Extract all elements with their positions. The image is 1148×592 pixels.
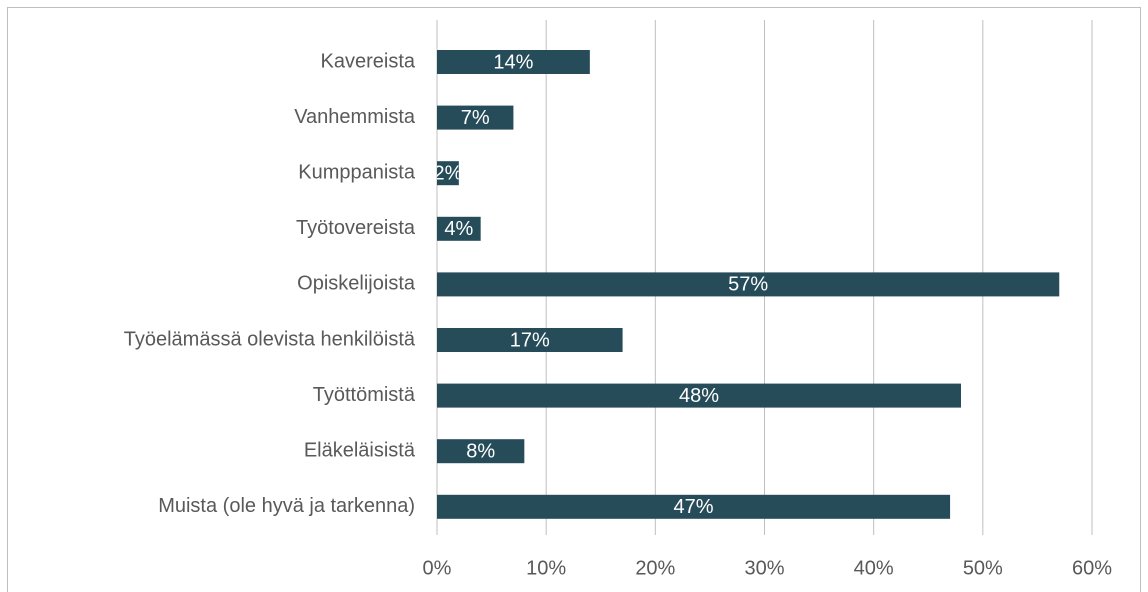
data-label: 8% [466,440,495,462]
y-tick-label: Kumppanista [298,161,416,183]
bar [437,105,514,130]
bar [437,161,459,186]
data-label: 47% [674,496,714,518]
data-label: 14% [493,51,533,73]
data-label: 17% [510,329,550,351]
y-tick-label: Kavereista [321,50,416,72]
data-label: 4% [444,218,473,240]
bar [437,383,961,408]
bar [437,328,623,352]
y-tick-label: Työttömistä [313,384,416,406]
x-tick-label: 10% [526,557,566,579]
data-label: 48% [679,385,719,407]
y-tick-label: Eläkeläisistä [304,439,416,461]
bar [437,494,951,519]
y-tick-label: Vanhemmista [294,106,416,128]
chart-border [7,7,1141,592]
x-tick-label: 50% [963,557,1003,579]
data-label: 7% [461,107,490,129]
y-tick-label: Muista (ole hyvä ja tarkenna) [158,495,415,517]
data-label: 2% [433,162,462,184]
bar [437,272,1060,297]
bar [437,50,590,74]
x-tick-label: 60% [1072,557,1112,579]
x-tick-label: 40% [854,557,894,579]
bar [437,216,481,241]
bar [437,439,525,464]
y-tick-label: Opiskelijoista [297,273,416,295]
y-tick-label: Työtovereista [296,217,416,239]
x-tick-label: 0% [423,557,452,579]
y-tick-label: Työelämässä olevista henkilöistä [124,328,416,350]
x-tick-label: 20% [635,557,675,579]
x-tick-label: 30% [744,557,784,579]
data-label: 57% [728,274,768,296]
